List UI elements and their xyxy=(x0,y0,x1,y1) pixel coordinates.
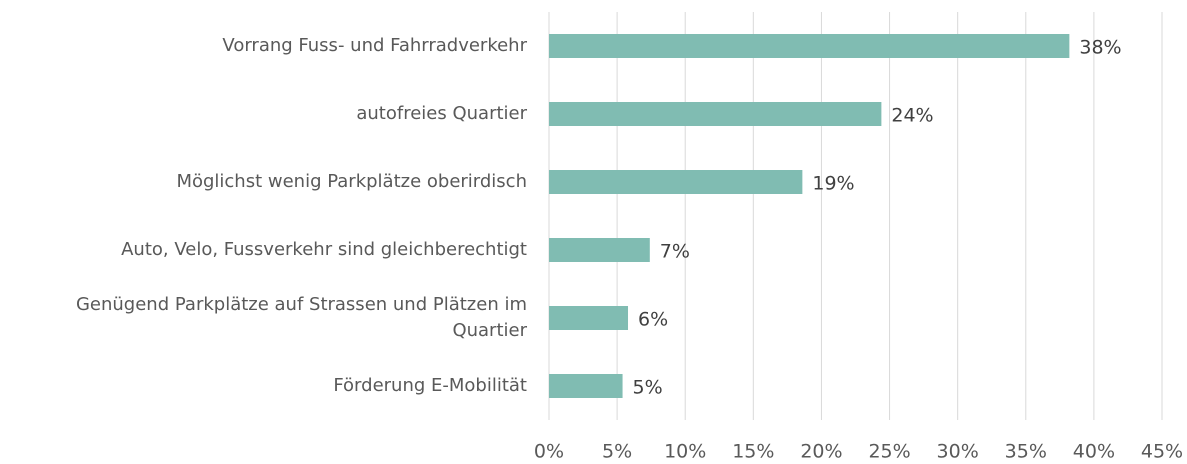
value-label: 5% xyxy=(633,377,663,399)
x-tick-label: 40% xyxy=(1073,441,1115,463)
category-label: Auto, Velo, Fussverkehr sind gleichberec… xyxy=(121,239,527,260)
x-tick-label: 5% xyxy=(602,441,632,463)
value-label: 24% xyxy=(891,105,933,127)
category-label: Genügend Parkplätze auf Strassen und Plä… xyxy=(75,294,527,341)
category-label: Möglichst wenig Parkplätze oberirdisch xyxy=(176,171,527,192)
bar xyxy=(549,34,1070,58)
category-label: Vorrang Fuss- und Fahrradverkehr xyxy=(222,35,527,56)
value-label: 38% xyxy=(1079,37,1121,59)
x-tick-label: 45% xyxy=(1141,441,1183,463)
bar xyxy=(549,238,650,262)
x-tick-label: 35% xyxy=(1005,441,1047,463)
value-label: 7% xyxy=(660,241,690,263)
x-tick-label: 30% xyxy=(937,441,979,463)
category-label: Förderung E-Mobilität xyxy=(333,375,527,396)
x-tick-label: 20% xyxy=(800,441,842,463)
value-label: 6% xyxy=(638,309,668,331)
x-tick-label: 25% xyxy=(868,441,910,463)
value-label: 19% xyxy=(812,173,854,195)
x-tick-label: 10% xyxy=(664,441,706,463)
bar xyxy=(549,374,623,398)
bar xyxy=(549,306,629,330)
bar xyxy=(549,170,803,194)
bar xyxy=(549,102,882,126)
x-tick-label: 0% xyxy=(534,441,564,463)
category-label: autofreies Quartier xyxy=(356,103,527,124)
x-tick-label: 15% xyxy=(732,441,774,463)
